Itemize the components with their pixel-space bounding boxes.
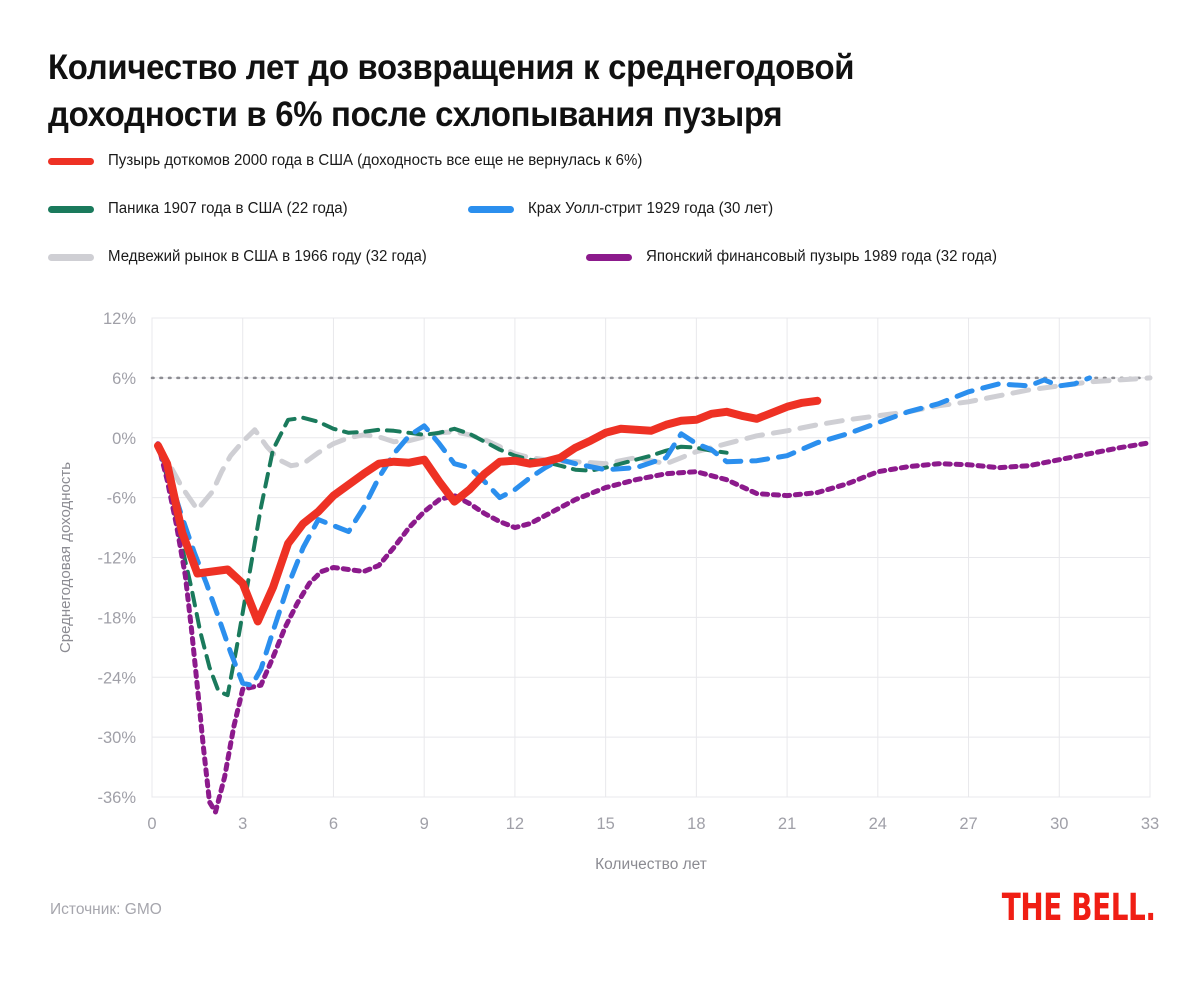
legend-item-dotcom[interactable]: Пузырь доткомов 2000 года в США (доходно… [48,152,659,170]
legend-label-japan1989: Японский финансовый пузырь 1989 года (32… [646,248,997,265]
x-tick-label: 12 [506,815,524,833]
x-tick-label: 15 [596,815,614,833]
x-tick-label: 21 [778,815,796,833]
legend-item-japan1989[interactable]: Японский финансовый пузырь 1989 года (32… [586,248,1008,266]
legend-swatch-dotcom [48,157,94,165]
y-tick-label: 0% [112,430,136,448]
legend-swatch-panic1907 [48,205,94,213]
source-note: Источник: GMO [50,901,162,918]
legend-row-2: Паника 1907 года в США (22 года) Крах Уо… [48,196,1158,244]
legend-swatch-crash1929 [468,205,514,213]
legend-label-crash1929: Крах Уолл-стрит 1929 года (30 лет) [528,200,774,217]
legend-swatch-japan1989 [586,253,632,261]
y-tick-label: -12% [97,550,136,568]
legend-item-crash1929[interactable]: Крах Уолл-стрит 1929 года (30 лет) [468,200,781,218]
legend-label-dotcom: Пузырь доткомов 2000 года в США (доходно… [108,152,643,169]
series-line-bear1966 [155,375,1153,513]
y-tick-label: -18% [97,609,136,627]
legend-row-1: Пузырь доткомов 2000 года в США (доходно… [48,148,1158,196]
legend-label-panic1907: Паника 1907 года в США (22 года) [108,200,348,217]
legend-item-bear1966[interactable]: Медвежий рынок в США в 1966 году (32 год… [48,248,437,266]
series-line-dotcom [154,396,822,626]
series-line-panic1907 [156,415,729,698]
x-tick-label: 9 [420,815,429,833]
y-tick-label: -6% [107,490,137,508]
legend-swatch-bear1966 [48,253,94,261]
x-tick-label: 30 [1050,815,1068,833]
legend-row-3: Медвежий рынок в США в 1966 году (32 год… [48,244,1158,292]
legend-label-bear1966: Медвежий рынок в США в 1966 году (32 год… [108,248,427,265]
x-tick-label: 24 [869,815,887,833]
x-tick-label: 27 [959,815,977,833]
brand-logo: THE BELL. [1002,886,1156,930]
x-tick-label: 0 [147,815,156,833]
y-tick-label: -30% [97,729,136,747]
x-axis-title: Количество лет [595,856,707,870]
series-line-crash1929 [155,375,1092,688]
x-tick-label: 18 [687,815,705,833]
x-tick-label: 33 [1141,815,1159,833]
y-tick-label: 12% [103,310,136,328]
y-tick-label: -24% [97,669,136,687]
x-tick-label: 3 [238,815,247,833]
chart-legend: Пузырь доткомов 2000 года в США (доходно… [48,148,1158,292]
y-tick-label: -36% [97,789,136,807]
legend-item-panic1907[interactable]: Паника 1907 года в США (22 года) [48,200,355,218]
chart-area: 12% 6% 0% -6% -12% -18% -24% -30% -36% 0 3 6 9 12 15 18… [0,300,1200,870]
y-axis-title: Среднегодовая доходность [57,462,74,653]
page-title: Количество лет до возвращения к среднего… [48,48,855,134]
y-tick-label: 6% [112,370,136,388]
x-tick-label: 6 [329,815,338,833]
line-chart: 12% 6% 0% -6% -12% -18% -24% -30% -36% 0 3 6 9 12 15 18… [57,310,1159,870]
